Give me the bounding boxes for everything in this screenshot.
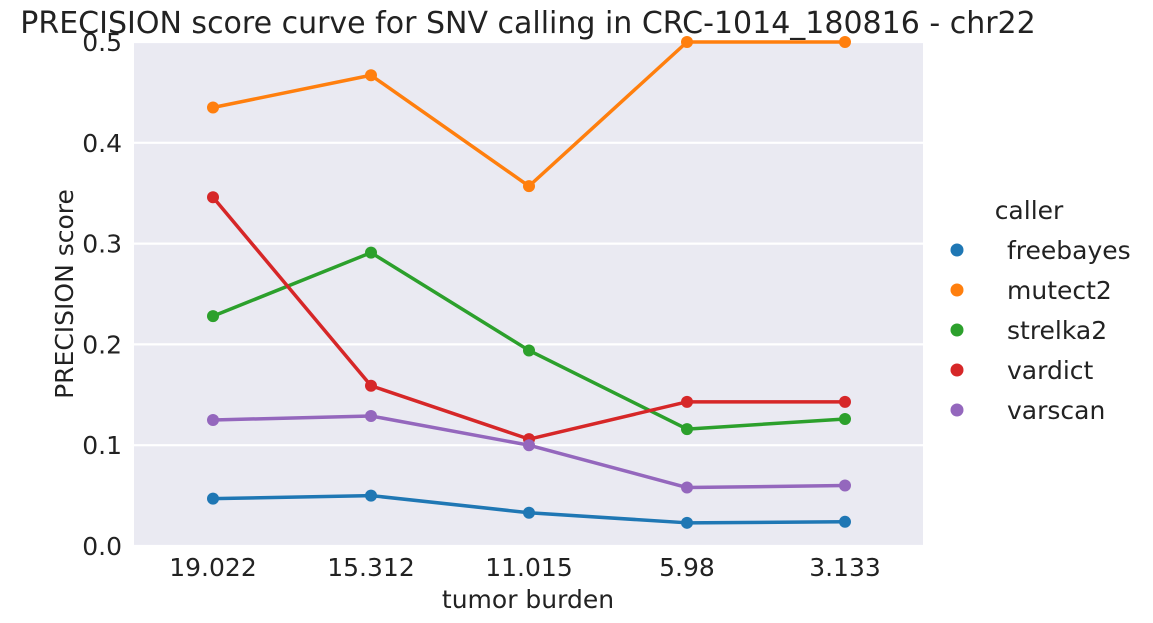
data-point-vardict	[207, 191, 219, 204]
data-point-mutect2	[839, 36, 851, 48]
legend-label-mutect2: mutect2	[1007, 276, 1112, 305]
y-tick-label: 0.0	[82, 532, 122, 561]
data-point-varscan	[839, 479, 851, 492]
data-point-mutect2	[207, 101, 219, 114]
y-axis-label: PRECISION score	[50, 189, 79, 399]
x-tick-label: 11.015	[485, 553, 572, 582]
data-point-varscan	[523, 439, 535, 452]
series-strelka2	[207, 246, 851, 436]
series-layer	[207, 36, 851, 529]
series-varscan	[207, 409, 851, 494]
legend-marker-mutect2	[950, 283, 964, 297]
y-tick-label: 0.2	[82, 330, 122, 359]
x-tick-label: 15.312	[327, 553, 414, 582]
series-vardict	[207, 191, 851, 446]
data-point-strelka2	[523, 344, 535, 357]
y-tick-label: 0.3	[82, 230, 122, 259]
data-point-strelka2	[207, 310, 219, 323]
series-freebayes	[207, 489, 851, 529]
legend: caller freebayes mutect2 strelka2 vardict va…	[950, 196, 1131, 425]
legend-label-strelka2: strelka2	[1007, 316, 1107, 345]
legend-marker-varscan	[950, 403, 964, 417]
data-point-varscan	[681, 481, 693, 494]
data-point-freebayes	[839, 515, 851, 528]
data-point-freebayes	[523, 506, 535, 519]
data-point-freebayes	[365, 489, 377, 502]
legend-marker-vardict	[950, 363, 964, 377]
chart-title: PRECISION score curve for SNV calling in…	[20, 6, 1035, 41]
x-tick-label: 3.133	[809, 553, 881, 582]
legend-title: caller	[995, 196, 1064, 225]
data-point-vardict	[839, 395, 851, 408]
data-point-freebayes	[681, 516, 693, 529]
series-mutect2	[207, 36, 851, 193]
data-point-varscan	[365, 409, 377, 422]
data-point-mutect2	[523, 180, 535, 193]
x-axis-label: tumor burden	[442, 585, 614, 614]
data-point-strelka2	[365, 246, 377, 259]
data-point-varscan	[207, 414, 219, 426]
legend-label-varscan: varscan	[1007, 396, 1105, 425]
y-tick-label: 0.5	[82, 28, 122, 57]
data-point-mutect2	[681, 36, 693, 48]
legend-marker-strelka2	[950, 323, 964, 337]
legend-marker-freebayes	[950, 243, 964, 257]
x-tick-label: 5.98	[659, 553, 715, 582]
data-point-strelka2	[681, 423, 693, 436]
data-point-strelka2	[839, 412, 851, 425]
data-point-vardict	[681, 395, 693, 408]
x-ticks: 19.022 15.312 11.015 5.98 3.133	[169, 553, 881, 582]
data-point-freebayes	[207, 492, 219, 505]
legend-label-vardict: vardict	[1007, 356, 1094, 385]
data-point-vardict	[365, 379, 377, 392]
x-tick-label: 19.022	[169, 553, 256, 582]
grid	[134, 40, 923, 548]
legend-label-freebayes: freebayes	[1007, 236, 1131, 265]
data-point-mutect2	[365, 69, 377, 82]
plot-area	[134, 42, 923, 546]
y-tick-label: 0.4	[82, 129, 122, 158]
y-tick-label: 0.1	[82, 431, 122, 460]
y-ticks: 0.0 0.1 0.2 0.3 0.4 0.5	[82, 28, 122, 561]
